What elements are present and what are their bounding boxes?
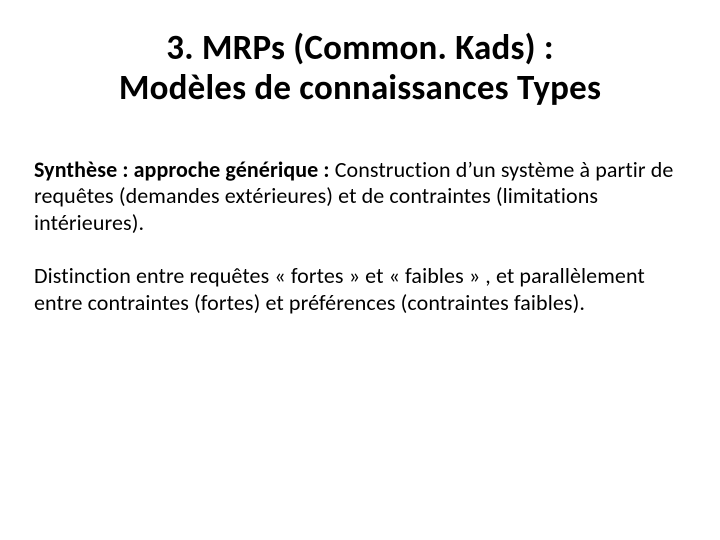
title-line-2: Modèles de connaissances Types (119, 67, 601, 109)
paragraph-synthese: Synthèse : approche générique : Construc… (34, 157, 686, 237)
paragraph-distinction: Distinction entre requêtes « fortes » et… (34, 263, 686, 317)
distinction-text: Distinction entre requêtes « fortes » et… (34, 262, 645, 316)
slide-title: 3. MRPs (Common. Kads) : Modèles de conn… (34, 28, 686, 109)
title-line-1: 3. MRPs (Common. Kads) : (166, 27, 553, 69)
synthese-label: Synthèse : approche générique : (34, 156, 335, 183)
slide-container: 3. MRPs (Common. Kads) : Modèles de conn… (0, 0, 720, 540)
